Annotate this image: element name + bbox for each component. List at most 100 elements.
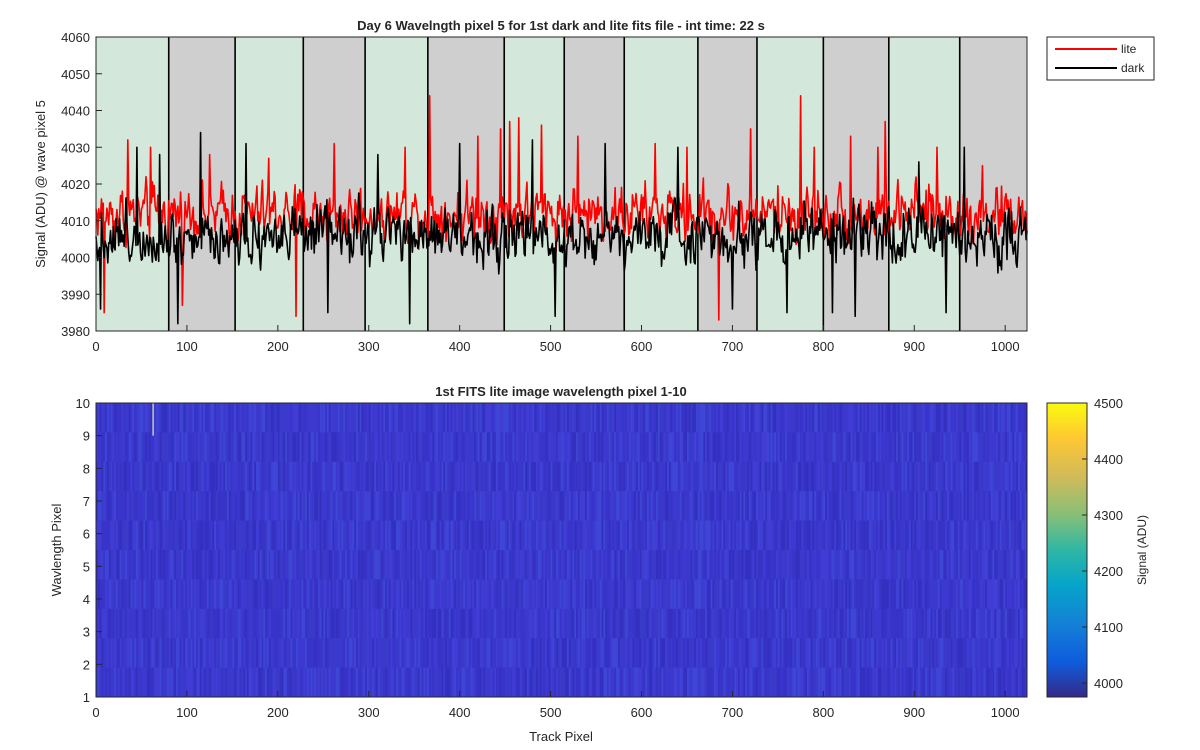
- heatmap-cell: [525, 432, 528, 463]
- heatmap-cell: [334, 403, 337, 433]
- heatmap-cell: [617, 608, 620, 639]
- heatmap-cell: [688, 491, 691, 521]
- heatmap-cell: [190, 461, 193, 492]
- heatmap-cell: [999, 461, 1002, 492]
- heatmap-cell: [219, 550, 222, 580]
- heatmap-cell: [1025, 579, 1028, 610]
- heatmap-cell: [785, 608, 788, 639]
- heatmap-cell: [574, 550, 577, 580]
- heatmap-cell: [892, 432, 895, 463]
- heatmap-cell: [406, 461, 410, 492]
- heatmap-cell: [179, 638, 182, 668]
- heatmap-cell: [214, 461, 217, 492]
- heatmap-cell: [514, 667, 517, 698]
- heatmap-cell: [308, 608, 311, 639]
- heatmap-cell: [1021, 638, 1024, 668]
- heatmap-cell: [281, 550, 284, 580]
- heatmap-cell: [903, 461, 906, 492]
- heatmap-cell: [757, 520, 760, 551]
- heatmap-cell: [106, 491, 110, 521]
- heatmap-cell: [959, 491, 962, 521]
- heatmap-cell: [988, 520, 991, 551]
- heatmap-cell: [748, 608, 751, 639]
- heatmap-cell: [105, 432, 108, 463]
- heatmap-cell: [876, 550, 879, 580]
- heatmap-cell: [456, 461, 459, 492]
- heatmap-cell: [392, 667, 395, 698]
- heatmap-cell: [205, 432, 208, 463]
- heatmap-cell: [194, 579, 197, 610]
- heatmap-cell: [879, 432, 882, 463]
- heatmap-cell: [794, 579, 797, 610]
- heatmap-cell: [481, 403, 484, 433]
- heatmap-cell: [701, 579, 704, 610]
- heatmap-cell: [252, 608, 255, 639]
- heatmap-cell: [179, 667, 182, 698]
- heatmap-cell: [117, 491, 120, 521]
- heatmap-cell: [890, 638, 893, 668]
- heatmap-cell: [854, 520, 857, 551]
- heatmap-cell: [761, 579, 764, 610]
- heatmap-cell: [745, 520, 748, 551]
- heatmap-cell: [819, 608, 822, 639]
- heatmap-cell: [128, 403, 131, 433]
- heatmap-cell: [370, 608, 373, 639]
- heatmap-cell: [156, 579, 159, 610]
- heatmap-cell: [852, 608, 855, 639]
- heatmap-cell: [959, 579, 962, 610]
- heatmap-cell: [230, 432, 233, 463]
- heatmap-cell: [146, 638, 150, 668]
- heatmap-cell: [454, 432, 457, 463]
- heatmap-cell: [736, 550, 739, 580]
- heatmap-cell: [712, 608, 715, 639]
- heatmap-cell: [245, 403, 248, 433]
- heatmap-cell: [176, 461, 179, 492]
- heatmap-cell: [214, 608, 217, 639]
- heatmap-cell: [859, 461, 862, 492]
- heatmap-cell: [950, 579, 953, 610]
- heatmap-cell: [394, 520, 397, 551]
- heatmap-cell: [728, 608, 731, 639]
- heatmap-cell: [779, 579, 782, 610]
- heatmap-cell: [721, 608, 724, 639]
- heatmap-cell: [536, 461, 539, 492]
- heatmap-cell: [910, 461, 913, 492]
- heatmap-cell: [677, 550, 680, 580]
- heatmap-cell: [650, 608, 653, 639]
- heatmap-cell: [392, 520, 395, 551]
- heatmap-cell: [814, 491, 817, 521]
- heatmap-cell: [396, 491, 399, 521]
- heatmap-cell: [225, 520, 228, 551]
- heatmap-cell: [541, 461, 544, 492]
- heatmap-cell: [488, 491, 491, 521]
- heatmap-cell: [554, 432, 557, 463]
- heatmap-cell: [210, 520, 213, 551]
- heatmap-cell: [534, 432, 537, 463]
- heatmap-cell: [579, 403, 582, 433]
- heatmap-cell: [166, 432, 170, 463]
- heatmap-cell: [348, 461, 351, 492]
- heatmap-cell: [746, 638, 750, 668]
- heatmap-cell: [679, 579, 682, 610]
- heatmap-cell: [381, 667, 384, 698]
- heatmap-cell: [952, 403, 955, 433]
- heatmap-cell: [894, 579, 897, 610]
- heatmap-cell: [765, 520, 768, 551]
- heatmap-cell: [905, 520, 908, 551]
- heatmap-cell: [317, 667, 320, 698]
- heatmap-cell: [576, 432, 579, 463]
- heatmap-cell: [206, 608, 210, 639]
- heatmap-cell: [165, 608, 168, 639]
- heatmap-cell: [634, 550, 637, 580]
- heatmap-cell: [396, 550, 399, 580]
- heatmap-cell: [428, 491, 431, 521]
- heatmap-cell: [634, 491, 637, 521]
- heatmap-cell: [961, 550, 964, 580]
- heatmap-cell: [323, 461, 326, 492]
- heatmap-cell: [886, 403, 890, 433]
- heatmap-cell: [139, 520, 142, 551]
- heatmap-cell: [297, 403, 300, 433]
- heatmap-cell: [412, 461, 415, 492]
- heatmap-cell: [299, 667, 302, 698]
- heatmap-cell: [719, 638, 722, 668]
